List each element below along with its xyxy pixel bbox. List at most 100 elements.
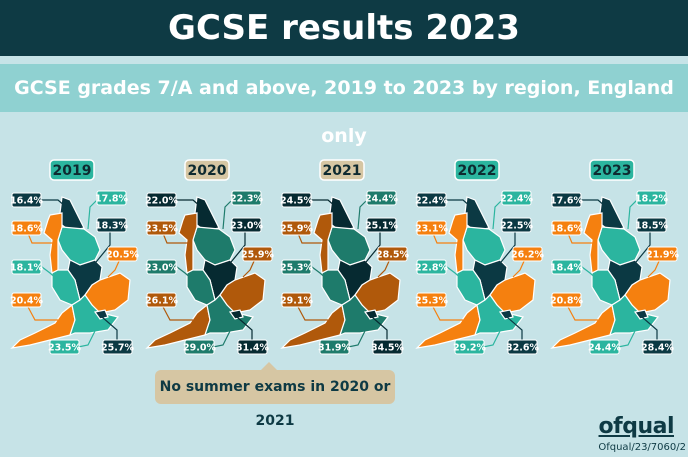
value-label-box [589,339,620,355]
region-shape [194,196,220,232]
leader-line [222,199,233,230]
value-label: 28.4% [641,343,674,354]
value-label-box [11,292,42,308]
leader-line [446,266,464,281]
leader-line [107,258,121,278]
value-label-box [281,292,312,308]
value-label-box [636,217,667,233]
page-title: GCSE results 2023 [0,0,688,56]
value-label: 25.3% [280,263,313,274]
value-label: 29.1% [280,296,313,307]
leader-line [212,330,231,348]
value-label: 24.4% [365,194,398,205]
value-label: 18.4% [550,263,583,274]
chart-subtitle: GCSE grades 7/A and above, 2019 to 2023 … [0,64,688,147]
region-shape [609,294,660,337]
value-label-box [102,339,133,355]
value-label-box [146,192,177,208]
value-label-box [551,192,582,208]
region-shape [57,226,101,266]
map-2023: 2023 17.6% 18.2% 18.5% 18.6% 21.9% 18.4% 20.8% 2… [550,159,679,355]
value-label: 20.8% [550,296,583,307]
region-maps: 2019 16.4% 17.8% 18.3% 18.6% 20.5% 18.1% 20.4% 2… [10,159,679,355]
value-label: 22.0% [145,196,178,207]
region-shape [204,294,255,337]
region-shape [329,196,355,232]
value-label: 17.8% [95,194,128,205]
value-label-box [501,217,532,233]
value-label: 24.4% [588,343,621,354]
value-label-box [96,190,127,206]
value-label-box [647,246,678,262]
value-label: 23.0% [230,221,263,232]
value-label-box [372,339,403,355]
leader-line [296,304,328,321]
leader-line [161,304,193,321]
value-label-box [507,339,538,355]
leader-line [87,199,98,230]
leader-line [41,266,59,281]
value-label: 24.5% [280,196,313,207]
region-shape [597,226,641,266]
value-label: 16.4% [10,196,43,207]
value-label: 25.3% [415,296,448,307]
value-label-box [454,339,485,355]
value-label-box [281,259,312,275]
leader-line [26,304,58,321]
value-label: 25.9% [241,250,274,261]
value-label: 25.1% [365,221,398,232]
value-label: 22.8% [415,263,448,274]
value-label: 20.5% [106,250,139,261]
ofqual-logo: ofqual [598,414,675,439]
leader-line [77,330,96,348]
value-label: 23.1% [415,224,448,235]
leader-line [40,199,67,208]
value-label: 20.4% [10,296,43,307]
leader-line [311,266,329,281]
value-label: 29.0% [183,343,216,354]
region-shape [474,294,525,337]
map-2019: 2019 16.4% 17.8% 18.3% 18.6% 20.5% 18.1% 20.4% 2… [10,159,139,355]
value-label-box [636,190,667,206]
value-label: 31.4% [236,343,269,354]
value-label: 17.6% [550,196,583,207]
year-label: 2019 [53,163,92,179]
year-label: 2020 [188,163,227,179]
leader-line [617,330,636,348]
map-2021: 2021 24.5% 24.4% 25.1% 25.9% 28.5% 25.3% 29.1% 3… [280,159,409,355]
value-label-box [416,292,447,308]
value-label: 23.5% [145,224,178,235]
year-badge [49,159,95,181]
value-label: 18.6% [550,224,583,235]
value-label-box [146,259,177,275]
value-label-box [96,217,127,233]
leader-line [101,316,118,342]
year-badge [454,159,500,181]
leader-line [482,330,501,348]
value-label: 25.9% [280,224,313,235]
value-label-box [416,220,447,236]
map-2020: 2020 22.0% 22.3% 23.0% 23.5% 25.9% 23.0% 26.1% 2… [145,159,274,355]
leader-line [580,199,607,208]
value-label: 23.5% [48,343,81,354]
value-label-box [416,259,447,275]
region-shape [633,309,649,320]
leader-line [512,258,526,278]
leader-line [361,230,381,268]
leader-line [236,316,253,342]
region-shape [464,196,490,232]
value-label: 31.9% [318,343,351,354]
leader-line [371,316,388,342]
value-label-box [11,192,42,208]
no-exams-note: No summer exams in 2020 or 2021 [155,362,395,429]
leader-line [496,230,516,268]
leader-line [431,304,463,321]
value-label: 25.7% [101,343,134,354]
leader-line [310,199,337,208]
value-label-box [49,339,80,355]
value-label-box [281,220,312,236]
year-label: 2021 [323,163,362,179]
year-label: 2022 [458,163,497,179]
value-label: 26.2% [511,250,544,261]
value-label-box [231,190,262,206]
